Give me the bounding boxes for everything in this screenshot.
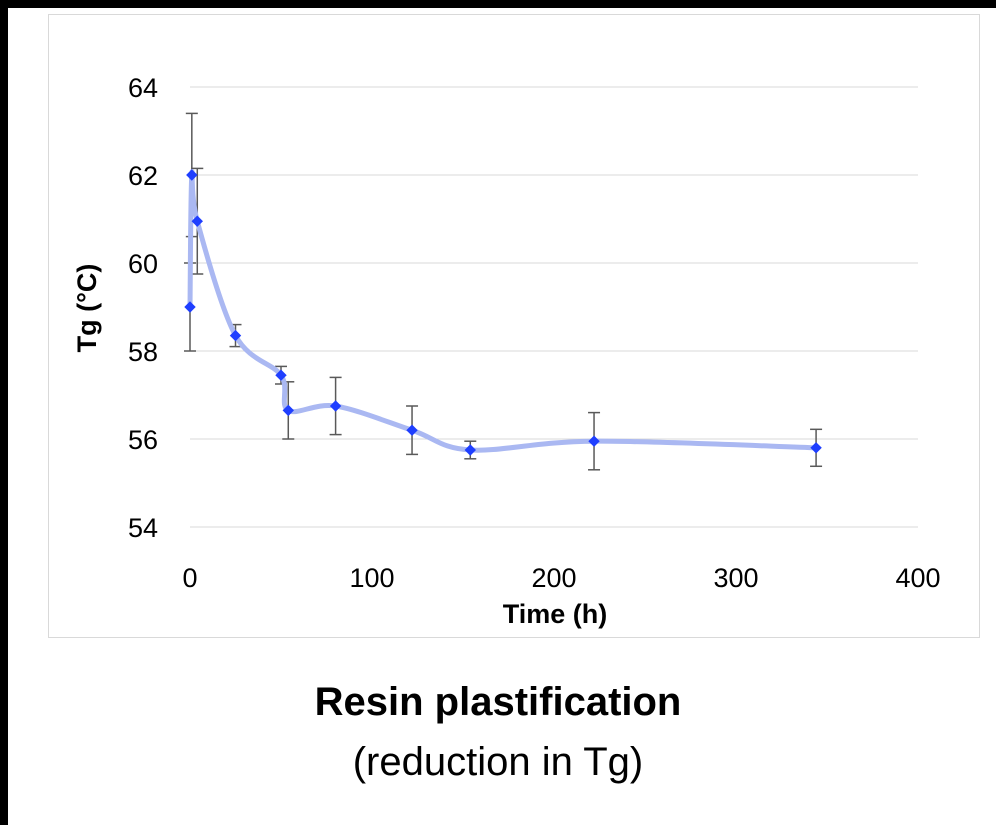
data-point	[191, 215, 203, 227]
y-tick-label: 62	[128, 161, 158, 191]
chart-svg: 54 56 58 60 62 64 0 100 200 300 400 Time (h) Tg (…	[72, 73, 941, 629]
data-point	[184, 301, 196, 313]
y-tick-label: 64	[128, 73, 158, 103]
caption-title: Resin plastification	[314, 680, 682, 724]
data-point	[275, 369, 287, 381]
y-tick-label: 56	[128, 425, 158, 455]
data-point	[186, 169, 198, 181]
x-tick-label: 0	[182, 563, 197, 593]
x-tick-label: 300	[713, 563, 758, 593]
chart-area	[48, 14, 980, 638]
data-point	[810, 442, 822, 454]
y-axis-title: Tg (°C)	[72, 264, 102, 353]
caption-subtitle: (reduction in Tg)	[352, 740, 644, 784]
data-point	[588, 435, 600, 447]
y-tick-label: 60	[128, 249, 158, 279]
data-point	[229, 329, 242, 342]
y-tick-label: 54	[128, 513, 158, 543]
x-tick-label: 400	[895, 563, 940, 593]
y-tick-label: 58	[128, 337, 158, 367]
x-tick-label: 100	[349, 563, 394, 593]
series-line	[187, 169, 819, 453]
x-tick-label: 200	[531, 563, 576, 593]
data-point	[329, 400, 342, 412]
x-axis-title: Time (h)	[503, 599, 608, 629]
data-point	[464, 444, 476, 456]
data-point	[406, 424, 418, 436]
data-point	[282, 404, 294, 417]
